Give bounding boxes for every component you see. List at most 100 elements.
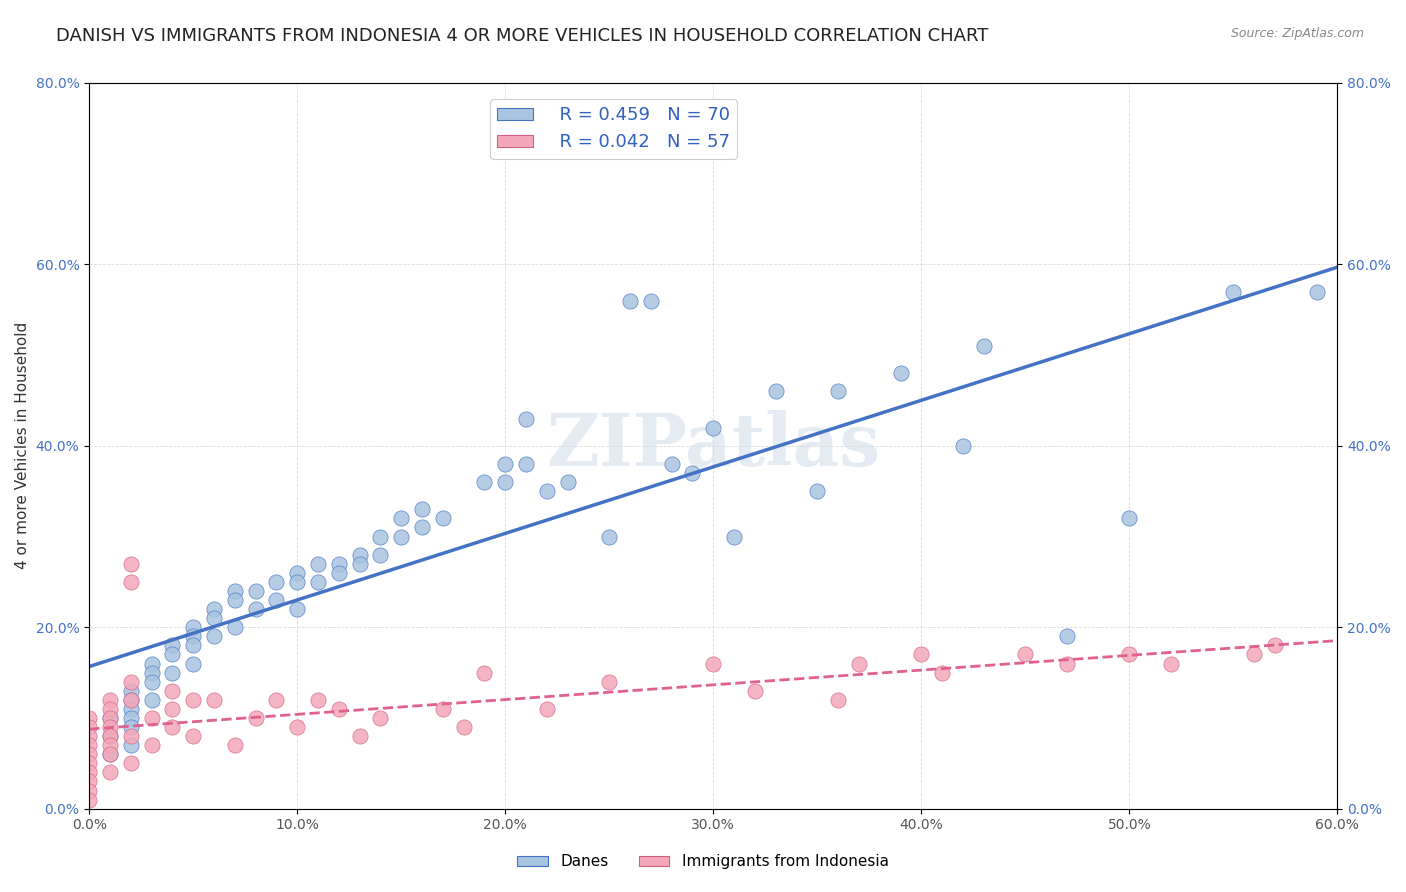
Point <box>77 792 100 806</box>
Point <box>77 738 100 752</box>
Point <box>120 693 142 707</box>
Point <box>77 783 100 797</box>
Point <box>1222 285 1244 299</box>
Y-axis label: 4 or more Vehicles in Household: 4 or more Vehicles in Household <box>15 322 30 569</box>
Point <box>285 574 308 589</box>
Point <box>432 511 454 525</box>
Point <box>224 593 246 607</box>
Point <box>77 711 100 725</box>
Point <box>1056 657 1078 671</box>
Point <box>181 639 204 653</box>
Point <box>181 629 204 643</box>
Point <box>285 602 308 616</box>
Point <box>744 683 766 698</box>
Point <box>1160 657 1182 671</box>
Point <box>598 674 620 689</box>
Point <box>307 557 329 571</box>
Point <box>266 693 288 707</box>
Point <box>494 475 516 489</box>
Point <box>973 339 995 353</box>
Point <box>389 529 412 543</box>
Point <box>224 584 246 599</box>
Point <box>120 702 142 716</box>
Point <box>285 566 308 580</box>
Text: Source: ZipAtlas.com: Source: ZipAtlas.com <box>1230 27 1364 40</box>
Point <box>98 765 121 780</box>
Point <box>328 702 350 716</box>
Point <box>98 729 121 743</box>
Point <box>162 683 184 698</box>
Point <box>98 720 121 734</box>
Point <box>141 693 163 707</box>
Point <box>661 457 683 471</box>
Point <box>245 602 267 616</box>
Point <box>370 548 392 562</box>
Point <box>98 747 121 762</box>
Point <box>202 693 225 707</box>
Point <box>120 574 142 589</box>
Point <box>162 665 184 680</box>
Point <box>181 620 204 634</box>
Point <box>77 747 100 762</box>
Point <box>120 693 142 707</box>
Point <box>1118 511 1140 525</box>
Point <box>162 648 184 662</box>
Point <box>202 611 225 625</box>
Point <box>1264 639 1286 653</box>
Point <box>141 657 163 671</box>
Point <box>307 574 329 589</box>
Point <box>1014 648 1036 662</box>
Point <box>141 674 163 689</box>
Point <box>141 711 163 725</box>
Point <box>245 584 267 599</box>
Point <box>120 729 142 743</box>
Point <box>723 529 745 543</box>
Point <box>598 529 620 543</box>
Point <box>202 629 225 643</box>
Point <box>120 674 142 689</box>
Point <box>682 466 704 480</box>
Point <box>98 729 121 743</box>
Point <box>557 475 579 489</box>
Point <box>910 648 932 662</box>
Point <box>536 484 558 499</box>
Point <box>224 738 246 752</box>
Point <box>162 720 184 734</box>
Point <box>266 593 288 607</box>
Point <box>328 566 350 580</box>
Point <box>640 293 662 308</box>
Point <box>307 693 329 707</box>
Point <box>474 665 496 680</box>
Point <box>181 729 204 743</box>
Point <box>806 484 828 499</box>
Point <box>515 411 537 425</box>
Point <box>765 384 787 399</box>
Point <box>202 602 225 616</box>
Point <box>77 756 100 771</box>
Point <box>120 711 142 725</box>
Point <box>98 693 121 707</box>
Point <box>827 693 849 707</box>
Point <box>120 557 142 571</box>
Point <box>702 657 724 671</box>
Point <box>1056 629 1078 643</box>
Point <box>1305 285 1327 299</box>
Point <box>494 457 516 471</box>
Point <box>181 693 204 707</box>
Point <box>349 548 371 562</box>
Point <box>1118 648 1140 662</box>
Point <box>702 420 724 434</box>
Point <box>1243 648 1265 662</box>
Legend: Danes, Immigrants from Indonesia: Danes, Immigrants from Indonesia <box>512 848 894 875</box>
Point <box>141 738 163 752</box>
Point <box>98 711 121 725</box>
Point <box>370 711 392 725</box>
Point <box>931 665 953 680</box>
Text: DANISH VS IMMIGRANTS FROM INDONESIA 4 OR MORE VEHICLES IN HOUSEHOLD CORRELATION : DANISH VS IMMIGRANTS FROM INDONESIA 4 OR… <box>56 27 988 45</box>
Point <box>245 711 267 725</box>
Point <box>432 702 454 716</box>
Point <box>889 366 911 380</box>
Point <box>848 657 870 671</box>
Point <box>141 665 163 680</box>
Point <box>266 574 288 589</box>
